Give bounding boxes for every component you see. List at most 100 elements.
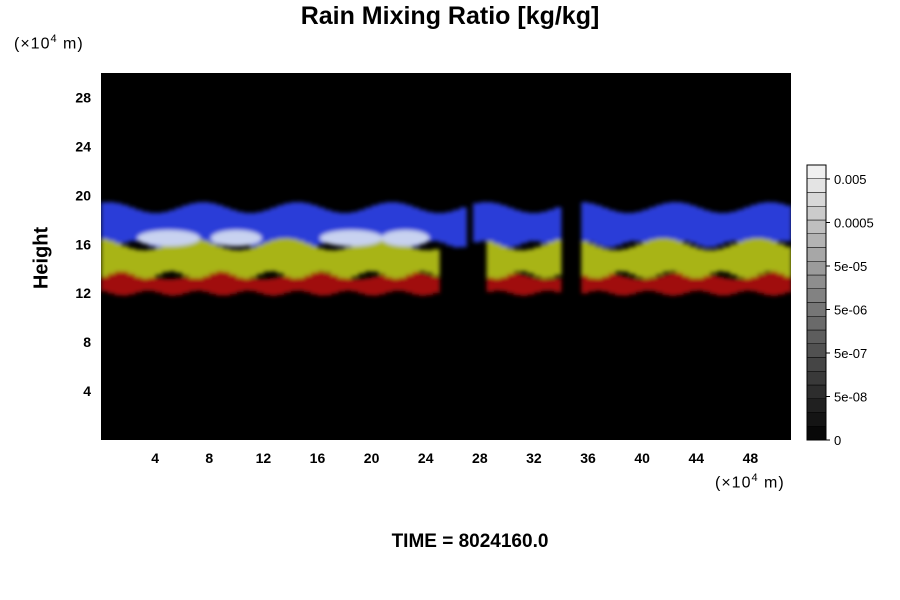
band-cell-base xyxy=(743,278,751,291)
band-cell-top xyxy=(324,209,332,242)
colorbar-level xyxy=(806,233,827,248)
band-cell-middle xyxy=(182,238,190,276)
band-cell-base xyxy=(182,276,190,294)
band-cell-base xyxy=(256,279,264,294)
band-cell-top xyxy=(533,212,542,242)
band-cell-base xyxy=(297,271,305,291)
band-cell-top xyxy=(418,210,427,244)
band-cell-top xyxy=(608,210,616,248)
band-cell-base xyxy=(635,279,643,293)
band-cell-base xyxy=(202,271,210,292)
band-cell-base xyxy=(134,272,143,293)
band-cell-top xyxy=(689,205,697,243)
band-cell-base xyxy=(493,270,501,291)
band-cell-base xyxy=(682,270,691,294)
band-cell-middle xyxy=(533,247,542,277)
x-tick-label: 4 xyxy=(151,450,159,466)
band-cell-top xyxy=(222,207,231,243)
band-cell-middle xyxy=(750,238,758,277)
colorbar-level xyxy=(806,384,827,399)
band-cell-top xyxy=(520,211,528,244)
band-cell-top xyxy=(459,207,467,248)
band-cell-top xyxy=(669,202,677,244)
colorbar-level xyxy=(806,412,827,427)
band-cell-middle xyxy=(114,243,122,272)
colorbar-level xyxy=(806,206,827,221)
band-cell-top xyxy=(297,202,305,246)
band-cell-top xyxy=(364,207,373,246)
band-cell-top xyxy=(750,204,758,247)
band-cell-base xyxy=(615,275,623,296)
band-cell-top xyxy=(337,212,346,243)
band-cell-top xyxy=(682,203,691,242)
x-tick-label: 20 xyxy=(364,450,380,466)
band-cell-top xyxy=(358,209,366,248)
band-cell-middle xyxy=(777,244,785,274)
band-cell-base xyxy=(540,279,548,291)
band-cell-middle xyxy=(662,238,670,272)
band-cell-base xyxy=(669,272,677,296)
band-cell-base xyxy=(209,270,217,294)
band-cell-middle xyxy=(716,249,724,272)
y-axis-unit: (×104 m) xyxy=(14,33,84,53)
band-cell-top xyxy=(446,211,454,246)
band-cell-base xyxy=(648,278,657,291)
band-cell-middle xyxy=(263,242,271,272)
band-cell-base xyxy=(270,278,278,296)
band-cell-base xyxy=(161,278,170,295)
band-cell-middle xyxy=(364,239,373,272)
band-cell-top xyxy=(594,205,603,246)
band-cell-middle xyxy=(243,249,251,279)
band-cell-top xyxy=(270,207,278,244)
colorbar-level xyxy=(806,398,827,413)
band-cell-middle xyxy=(621,249,630,272)
band-cell-top xyxy=(770,202,778,244)
band-cell-base xyxy=(249,278,258,292)
band-cell-base xyxy=(385,272,393,293)
band-cell-middle xyxy=(148,249,156,278)
band-cell-base xyxy=(398,270,406,291)
band-cell-base xyxy=(533,278,542,293)
band-cell-top xyxy=(757,203,765,248)
band-cell-base xyxy=(784,270,791,293)
band-cell-middle xyxy=(378,238,386,275)
band-cell-top xyxy=(676,202,684,242)
band-cell-top xyxy=(290,202,298,244)
band-cell-top xyxy=(547,209,555,247)
band-cell-middle xyxy=(331,250,339,276)
colorbar-level xyxy=(806,274,827,289)
band-cell-base xyxy=(391,271,400,291)
band-cell-top xyxy=(696,207,704,246)
band-cell-middle xyxy=(513,250,521,272)
band-cell-middle xyxy=(107,240,116,274)
band-cell-top xyxy=(202,202,210,248)
y-tick-label: 8 xyxy=(83,334,91,350)
band-cell-middle xyxy=(770,241,778,272)
band-cell-middle xyxy=(344,247,352,279)
band-cell-middle xyxy=(405,246,413,275)
band-cell-top xyxy=(229,209,237,241)
colorbar-tick-label: 5e-06 xyxy=(834,303,867,318)
band-cell-middle xyxy=(648,239,657,278)
band-cell-base xyxy=(486,271,494,292)
band-cell-top xyxy=(398,203,406,247)
band-cell-top xyxy=(391,202,400,244)
y-tick-label: 20 xyxy=(75,187,91,203)
band-cell-middle xyxy=(195,239,203,279)
band-cell-top xyxy=(588,203,596,243)
band-cell-top xyxy=(730,211,738,241)
band-cell-base xyxy=(547,278,555,291)
band-cell-middle xyxy=(763,239,772,272)
x-tick-label: 24 xyxy=(418,450,434,466)
band-cell-middle xyxy=(730,244,738,275)
x-axis: 4 8 12 16 20 24 28 32 36 40 44 48 xyxy=(151,450,758,466)
band-cell-top xyxy=(432,212,440,242)
band-cell-top xyxy=(493,203,501,245)
band-cell-middle xyxy=(682,244,691,277)
band-cell-base xyxy=(527,276,535,295)
band-cell-base xyxy=(770,271,778,296)
band-cell-base xyxy=(283,274,291,293)
band-cell-middle xyxy=(493,243,501,279)
band-cell-middle xyxy=(412,248,420,273)
